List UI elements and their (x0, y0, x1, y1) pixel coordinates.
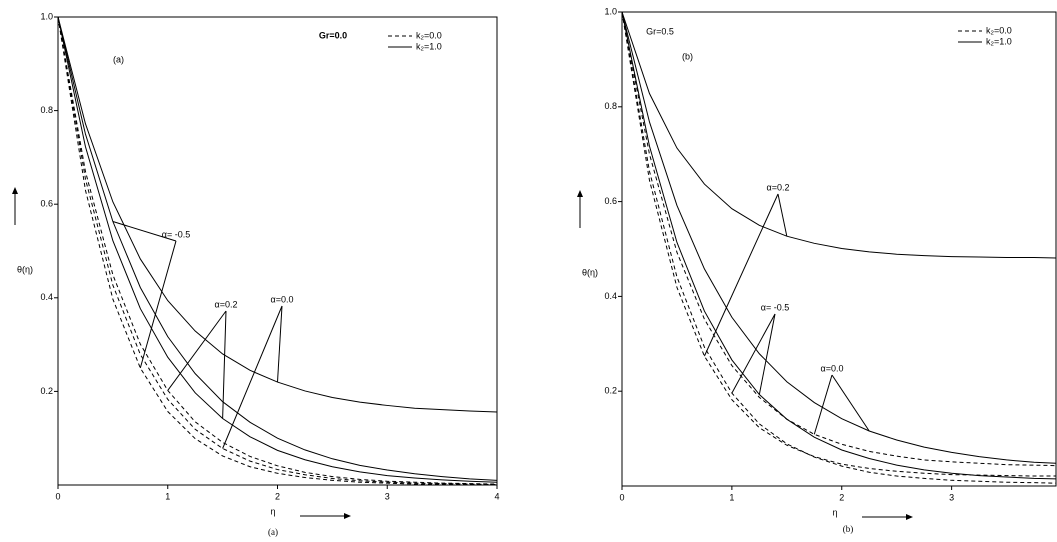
legend-label: k₂=0.0 (416, 30, 442, 40)
y-tick-label: 0.8 (604, 101, 617, 111)
x-tick-label: 3 (949, 492, 954, 502)
curve-label: α= -0.5 (162, 229, 190, 239)
curve (57, 16, 498, 483)
caption: (b) (843, 524, 854, 534)
x-axis-label: η (270, 506, 275, 516)
label-pointer (731, 313, 776, 394)
label-pointer (222, 305, 283, 449)
y-tick-label: 0.2 (604, 386, 617, 396)
curve-label: α= -0.5 (761, 302, 789, 312)
y-arrow-head (577, 190, 583, 197)
curve (621, 11, 1057, 484)
label-pointer (703, 193, 779, 357)
curve (57, 16, 498, 485)
x-arrow-head (344, 513, 351, 519)
y-tick-label: 0.4 (604, 291, 617, 301)
x-tick-label: 2 (275, 491, 280, 501)
y-axis-label: θ(η) (582, 267, 598, 277)
y-tick-label: 0.4 (40, 292, 53, 302)
curve (621, 11, 1056, 477)
y-tick-label: 0.8 (40, 105, 53, 115)
curve (57, 16, 498, 486)
y-tick-label: 0.2 (40, 386, 53, 396)
curve-label: α=0.0 (271, 294, 294, 304)
curve (621, 11, 1057, 480)
y-tick-label: 1.0 (40, 11, 53, 21)
panel-label: (b) (682, 51, 693, 61)
label-pointer (758, 313, 776, 395)
annotation: Gr=0.0 (319, 30, 347, 40)
curve-label: α=0.2 (215, 299, 238, 309)
y-axis-label: θ(η) (17, 264, 33, 274)
curve (57, 16, 498, 413)
y-tick-label: 0.6 (40, 199, 53, 209)
caption: (a) (268, 527, 278, 537)
curve (621, 11, 1057, 259)
curve-label: α=0.0 (821, 363, 844, 373)
label-pointer (277, 305, 283, 383)
x-tick-label: 1 (165, 491, 170, 501)
curve (621, 11, 1057, 464)
label-pointer (831, 374, 870, 432)
label-pointer (222, 310, 227, 419)
y-tick-label: 1.0 (604, 6, 617, 16)
label-pointer (167, 310, 227, 391)
legend-label: k₂=0.0 (986, 25, 1012, 35)
plot-frame (621, 11, 1057, 487)
x-tick-label: 3 (385, 491, 390, 501)
y-arrow-head (12, 187, 18, 194)
x-tick-label: 2 (839, 492, 844, 502)
curve (57, 16, 498, 481)
annotation: Gr=0.5 (646, 26, 674, 36)
x-tick-label: 0 (55, 491, 60, 501)
label-pointer (777, 193, 788, 237)
curve (57, 16, 497, 486)
legend-label: k₂=1.0 (986, 36, 1012, 46)
y-tick-label: 0.6 (604, 196, 617, 206)
panel-label: (a) (113, 54, 124, 64)
label-pointer (813, 374, 833, 435)
x-axis-label: η (832, 507, 837, 517)
legend-label: k₂=1.0 (416, 41, 442, 51)
x-tick-label: 1 (729, 492, 734, 502)
plot-frame (57, 16, 498, 486)
x-tick-label: 4 (494, 491, 499, 501)
x-arrow-head (906, 514, 913, 520)
curve-label: α=0.2 (767, 182, 790, 192)
label-pointer (139, 240, 177, 369)
curve (621, 11, 1057, 467)
x-tick-label: 0 (619, 492, 624, 502)
